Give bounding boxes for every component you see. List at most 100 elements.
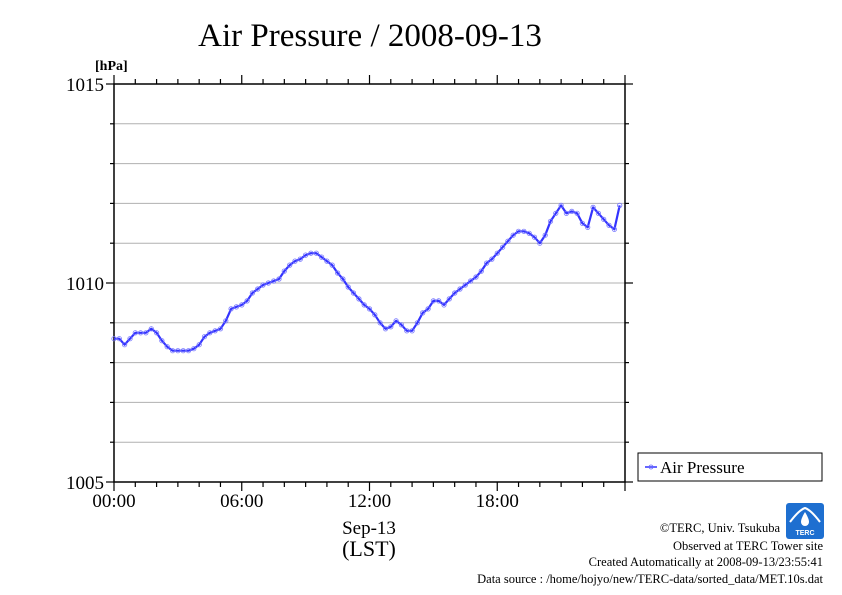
data-point xyxy=(388,324,394,330)
data-point xyxy=(164,344,170,350)
x-axis: 00:00 06:00 12:00 18:00 xyxy=(92,75,626,512)
data-point xyxy=(180,348,186,354)
data-point xyxy=(324,258,330,264)
y-axis-unit: [hPa] xyxy=(95,59,128,74)
credit-copyright: ©TERC, Univ. Tsukuba xyxy=(660,521,781,535)
data-point xyxy=(436,298,442,304)
data-point xyxy=(249,290,255,296)
data-point xyxy=(127,336,133,342)
data-point xyxy=(217,326,224,332)
data-point xyxy=(297,256,303,262)
data-point xyxy=(606,222,612,228)
legend-label-air-pressure: Air Pressure xyxy=(660,458,745,477)
data-point xyxy=(329,262,335,268)
data-point xyxy=(356,296,362,302)
data-point xyxy=(611,226,618,232)
data-point xyxy=(334,270,341,276)
data-point xyxy=(521,228,527,234)
data-point xyxy=(462,282,468,288)
data-point xyxy=(233,304,239,310)
data-point xyxy=(170,348,176,354)
data-point xyxy=(271,278,277,284)
data-point xyxy=(308,250,314,256)
data-point xyxy=(111,336,117,342)
legend-box xyxy=(637,452,823,482)
x-tick-label: 18:00 xyxy=(476,491,519,512)
data-point xyxy=(191,346,197,352)
x-tick-label: 12:00 xyxy=(348,491,391,512)
data-point xyxy=(585,224,591,230)
data-point xyxy=(207,330,213,336)
data-point xyxy=(414,320,420,326)
data-point xyxy=(154,330,160,336)
y-tick-label: 1005 xyxy=(66,473,104,494)
data-point xyxy=(574,210,580,216)
data-point xyxy=(398,322,404,328)
data-point xyxy=(478,268,484,274)
data-point xyxy=(148,326,154,332)
data-point xyxy=(430,298,436,304)
data-point xyxy=(457,286,463,292)
data-point xyxy=(196,342,202,348)
data-point xyxy=(563,210,570,216)
data-point xyxy=(473,274,479,280)
data-point xyxy=(526,230,532,236)
data-point xyxy=(340,276,346,282)
credit-observed: Observed at TERC Tower site xyxy=(673,539,823,553)
data-point xyxy=(345,284,351,290)
legend: Air Pressure xyxy=(637,452,823,482)
data-point xyxy=(185,348,192,354)
data-point xyxy=(116,336,122,342)
data-point xyxy=(404,328,410,334)
data-point xyxy=(441,302,447,308)
y-axis: 1005 1010 1015 xyxy=(66,75,633,494)
data-point xyxy=(489,256,495,262)
data-point xyxy=(382,326,389,332)
data-point xyxy=(515,228,522,234)
x-axis-date-label: Sep-13 xyxy=(342,518,396,539)
data-point xyxy=(531,234,538,240)
data-point xyxy=(313,250,319,256)
data-point xyxy=(393,318,399,324)
credit-created: Created Automatically at 2008-09-13/23:5… xyxy=(589,555,823,569)
data-point xyxy=(553,210,559,216)
data-point xyxy=(212,328,218,334)
data-point xyxy=(228,306,234,312)
data-point xyxy=(420,310,426,316)
data-point xyxy=(499,244,506,250)
data-point xyxy=(601,216,607,222)
data-point xyxy=(595,210,602,216)
data-point xyxy=(292,258,298,264)
terc-logo-text: TERC xyxy=(795,530,814,537)
data-point xyxy=(590,204,596,210)
data-point xyxy=(223,318,229,324)
data-point xyxy=(260,282,266,288)
data-point xyxy=(122,342,128,348)
data-point xyxy=(617,202,623,208)
data-point xyxy=(366,306,373,312)
chart-title: Air Pressure / 2008-09-13 xyxy=(198,18,542,54)
data-point xyxy=(239,302,245,308)
y-tick-label: 1010 xyxy=(66,274,104,295)
legend-marker-swatch xyxy=(648,464,654,470)
data-point xyxy=(276,276,282,282)
terc-logo-drop-icon xyxy=(801,512,809,526)
data-point xyxy=(350,290,357,296)
data-point xyxy=(159,338,165,344)
terc-logo: TERC xyxy=(786,503,824,539)
data-point xyxy=(287,262,293,268)
data-point xyxy=(542,232,548,238)
data-point xyxy=(132,330,138,336)
x-tick-label: 06:00 xyxy=(220,491,263,512)
data-point xyxy=(483,260,490,266)
data-point xyxy=(265,280,271,286)
credit-data-source: Data source : /home/hojyo/new/TERC-data/… xyxy=(477,572,823,586)
data-point xyxy=(558,202,564,208)
data-point xyxy=(579,220,586,226)
data-point xyxy=(510,232,516,238)
data-point xyxy=(318,254,325,260)
series-air-pressure xyxy=(111,202,623,354)
data-point xyxy=(569,208,575,214)
data-point xyxy=(138,330,144,336)
